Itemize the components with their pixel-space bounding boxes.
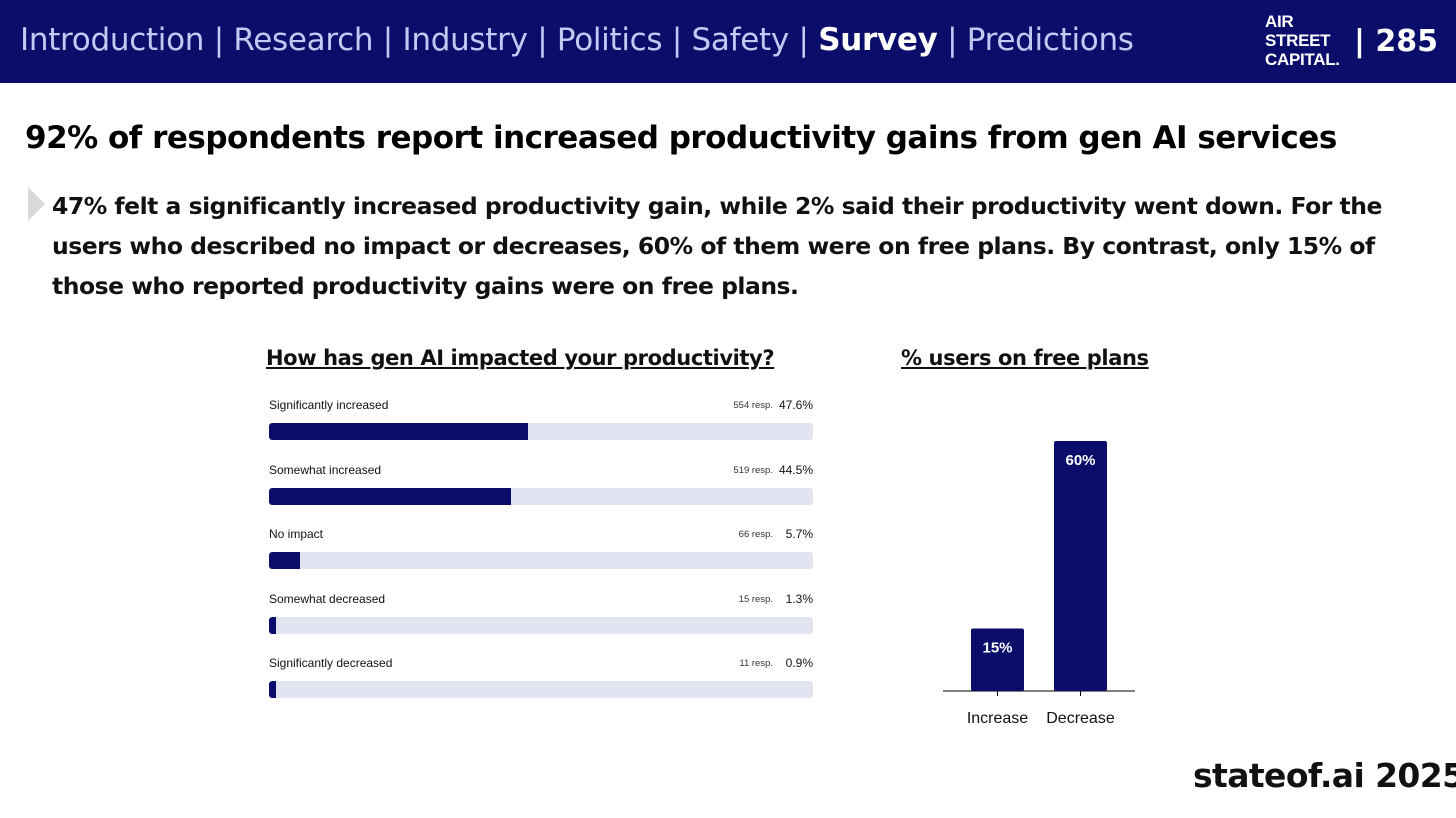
productivity-poll-chart: Significantly increased 554 resp. 47.6% Som… bbox=[269, 396, 813, 719]
footer-brand: stateof.ai 2025 bbox=[1193, 756, 1456, 795]
logo-line-2: STREET bbox=[1265, 31, 1331, 50]
bar-increase bbox=[971, 628, 1024, 691]
poll-bar-track bbox=[269, 552, 813, 569]
poll-percent-label: 5.7% bbox=[785, 527, 813, 541]
poll-bar-fill bbox=[269, 681, 276, 698]
bar-value-label: 60% bbox=[1065, 452, 1095, 469]
page-number: | 285 bbox=[1354, 24, 1439, 59]
nav-item-politics[interactable]: Politics bbox=[556, 22, 663, 58]
poll-bar-track bbox=[269, 423, 813, 440]
bar-value-label: 15% bbox=[982, 640, 1012, 657]
poll-bar-fill bbox=[269, 552, 300, 569]
poll-bar-fill bbox=[269, 423, 528, 440]
logo-line-3: CAPITAL. bbox=[1265, 50, 1340, 69]
free-plans-chart-title: % users on free plans bbox=[901, 346, 1149, 370]
section-nav: Introduction | Research | Industry | Pol… bbox=[20, 22, 1134, 58]
logo-line-1: AIR bbox=[1265, 12, 1294, 31]
bullet-arrow-icon bbox=[28, 187, 45, 221]
poll-percent-label: 0.9% bbox=[785, 656, 813, 670]
nav-separator: | bbox=[671, 22, 682, 58]
nav-separator: | bbox=[798, 22, 809, 58]
productivity-chart-title: How has gen AI impacted your productivit… bbox=[266, 346, 775, 370]
nav-item-industry[interactable]: Industry bbox=[402, 22, 528, 58]
poll-response-count: 15 resp. bbox=[738, 593, 773, 605]
bar-decrease bbox=[1054, 441, 1107, 691]
slide-title: 92% of respondents report increased prod… bbox=[25, 120, 1337, 156]
poll-category-label: Significantly increased bbox=[269, 398, 389, 412]
poll-percent-label: 44.5% bbox=[778, 462, 813, 477]
poll-category-label: Somewhat decreased bbox=[269, 591, 386, 606]
nav-item-survey[interactable]: Survey bbox=[818, 22, 938, 58]
poll-response-count: 554 resp. bbox=[733, 400, 773, 411]
x-tick-label: Increase bbox=[967, 710, 1028, 727]
nav-separator: | bbox=[537, 22, 548, 58]
poll-category-label: Significantly decreased bbox=[269, 656, 393, 670]
poll-row: No impact 66 resp. 5.7% bbox=[269, 525, 813, 590]
poll-percent-label: 1.3% bbox=[785, 591, 813, 606]
air-street-capital-logo: AIR STREET CAPITAL. bbox=[1265, 12, 1340, 69]
poll-category-label: No impact bbox=[269, 527, 324, 541]
poll-bar-fill bbox=[269, 616, 277, 634]
poll-percent-label: 47.6% bbox=[778, 398, 813, 412]
poll-bar-fill bbox=[269, 487, 512, 505]
poll-row: Somewhat increased 519 resp. 44.5% bbox=[269, 461, 813, 526]
nav-separator: | bbox=[213, 22, 224, 58]
nav-separator: | bbox=[382, 22, 393, 58]
nav-item-predictions[interactable]: Predictions bbox=[966, 22, 1134, 58]
poll-bar-track bbox=[269, 616, 813, 634]
nav-item-research[interactable]: Research bbox=[233, 22, 374, 58]
poll-response-count: 519 resp. bbox=[733, 464, 773, 476]
poll-row: Significantly increased 554 resp. 47.6% bbox=[269, 396, 813, 461]
poll-row: Somewhat decreased 15 resp. 1.3% bbox=[269, 590, 813, 655]
nav-separator: | bbox=[947, 22, 958, 58]
slide-body-text: 47% felt a significantly increased produ… bbox=[52, 192, 1382, 300]
poll-response-count: 66 resp. bbox=[738, 529, 773, 540]
poll-row: Significantly decreased 11 resp. 0.9% bbox=[269, 654, 813, 719]
free-plans-bar-chart: 15% Increase 60% Decrease bbox=[943, 441, 1135, 727]
poll-response-count: 11 resp. bbox=[739, 658, 773, 669]
nav-item-introduction[interactable]: Introduction bbox=[20, 22, 205, 58]
nav-item-safety[interactable]: Safety bbox=[691, 22, 790, 58]
poll-bar-track bbox=[269, 681, 813, 698]
poll-category-label: Somewhat increased bbox=[269, 462, 382, 477]
x-tick-label: Decrease bbox=[1046, 710, 1115, 727]
poll-bar-track bbox=[269, 487, 813, 505]
header-bar: Introduction | Research | Industry | Pol… bbox=[0, 0, 1456, 83]
